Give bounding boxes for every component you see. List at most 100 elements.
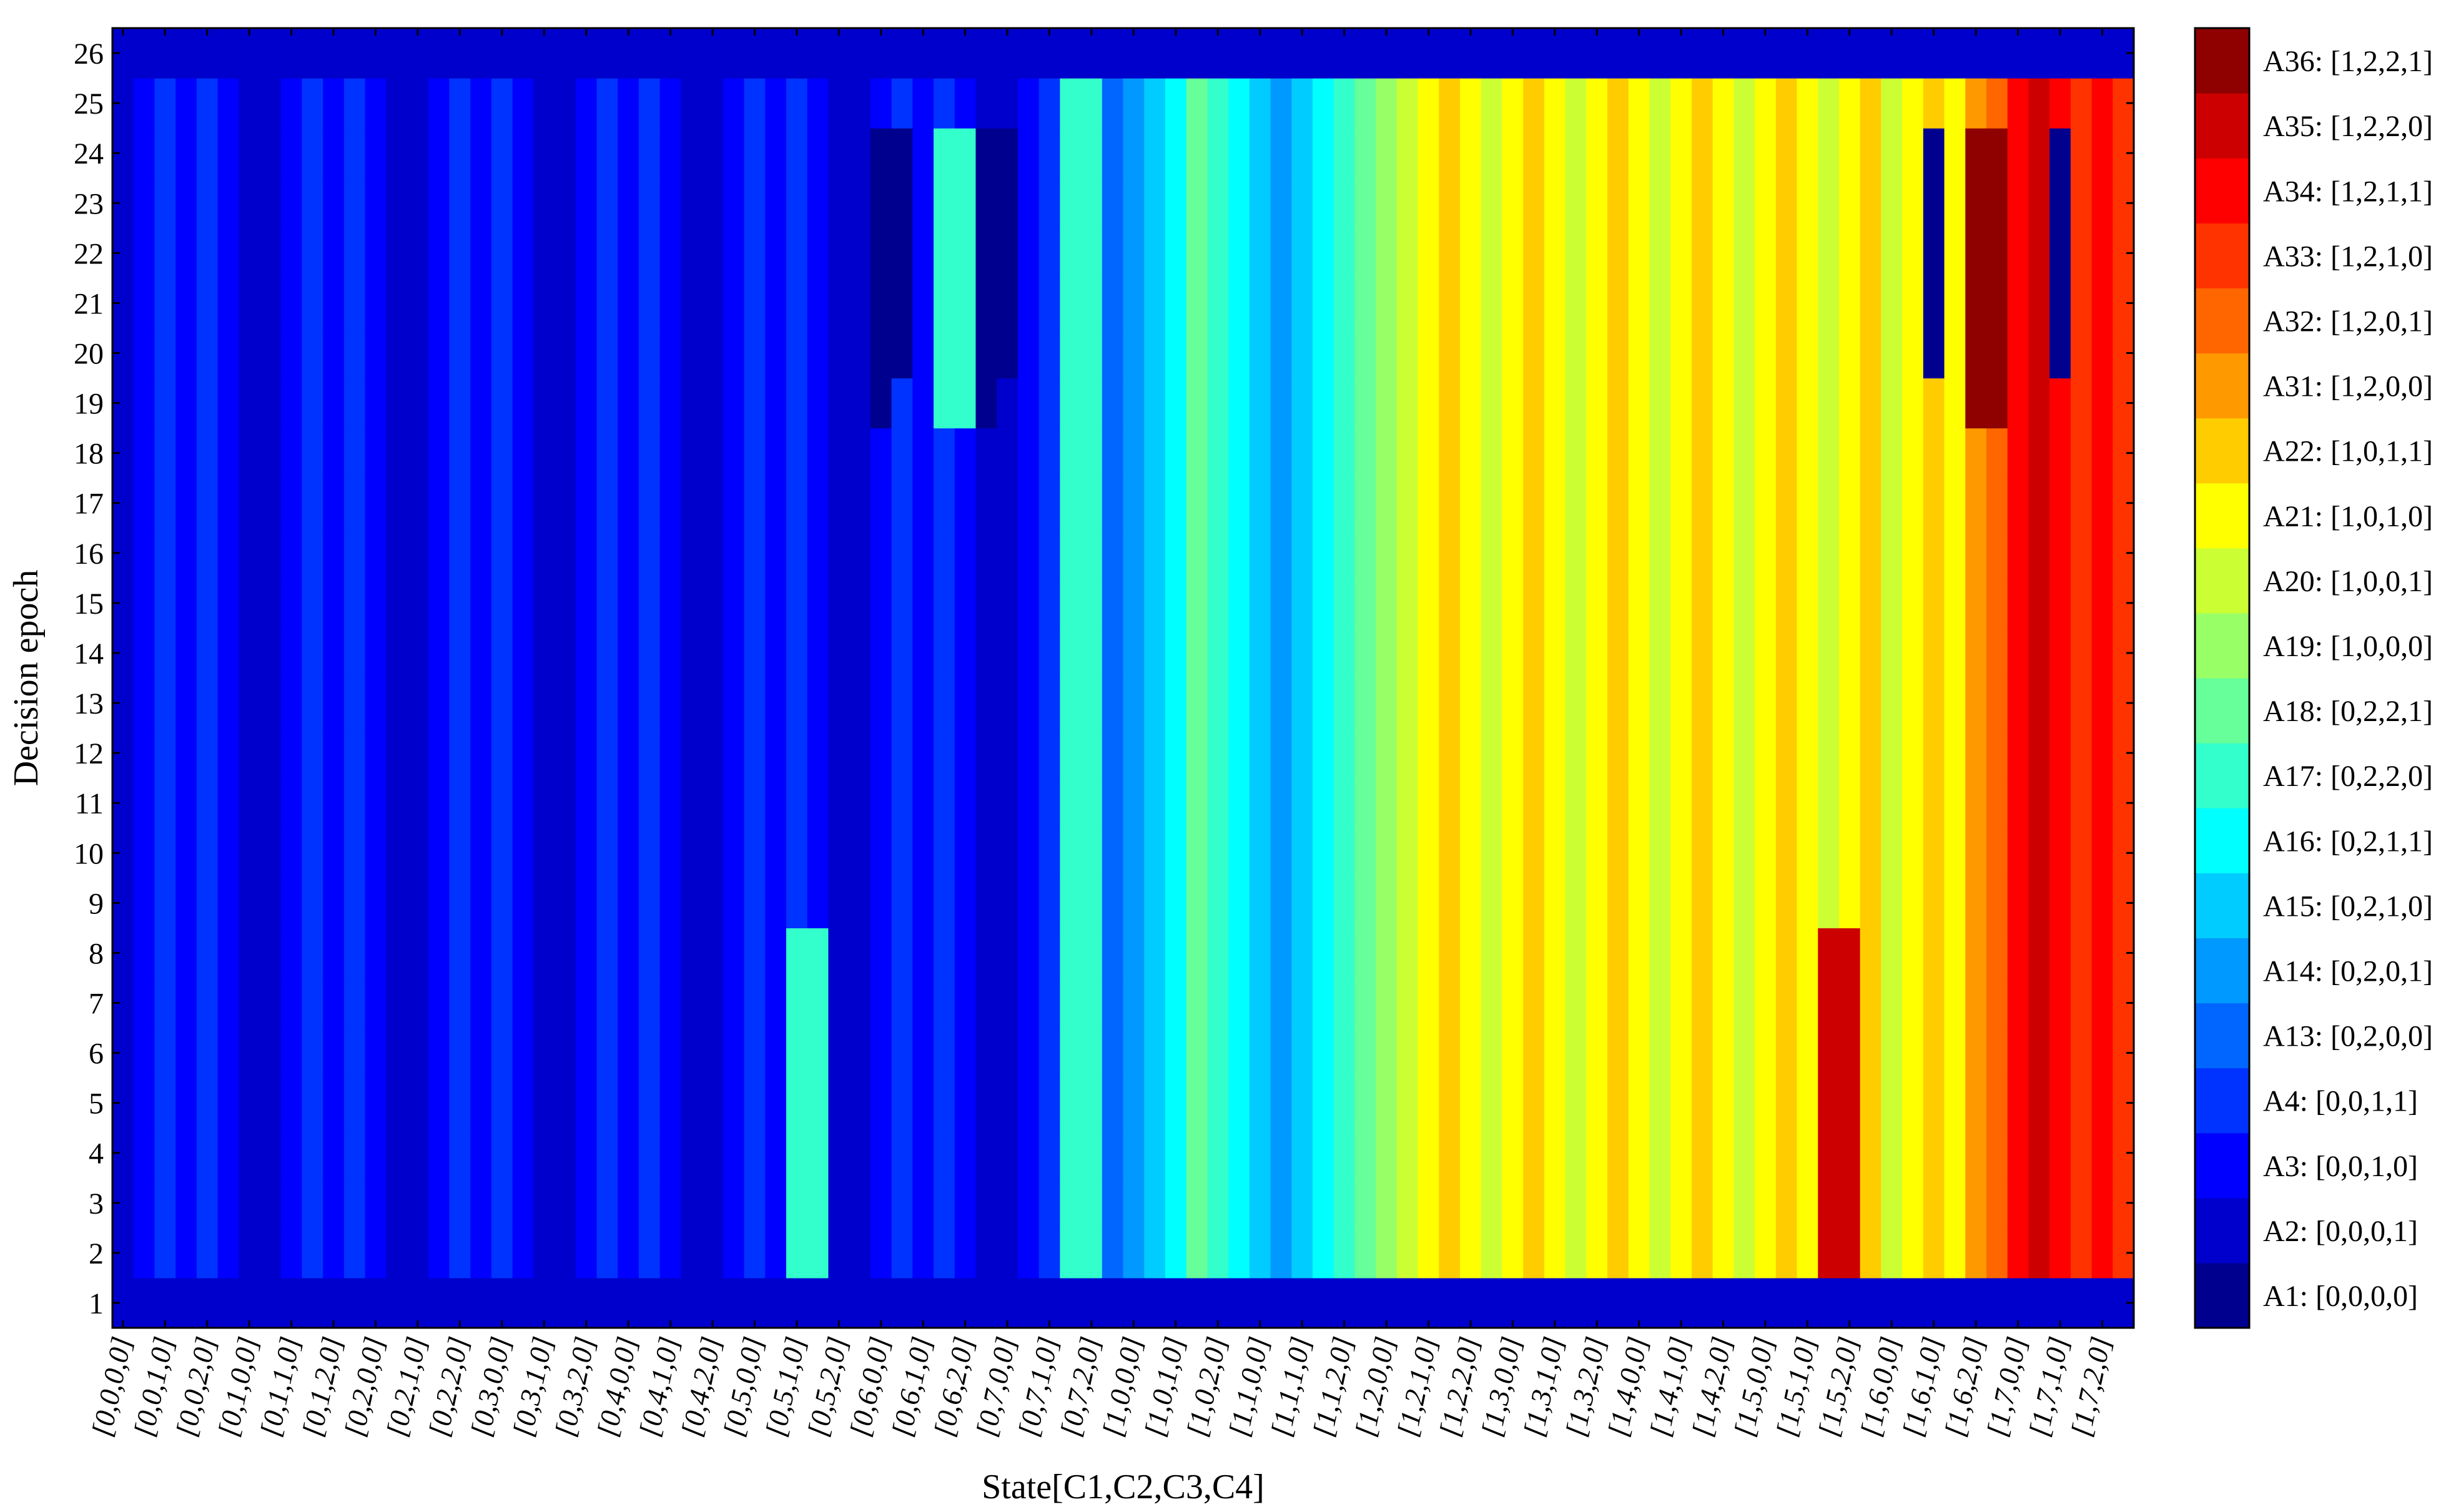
heatmap-cell [1838, 1127, 1861, 1179]
heatmap-cell [954, 178, 977, 228]
heatmap-cell [1670, 178, 1692, 228]
heatmap-cell [681, 1177, 703, 1229]
heatmap-cell [638, 828, 661, 878]
heatmap-cell [1291, 428, 1313, 479]
heatmap-cell [954, 278, 977, 329]
heatmap-cell [343, 878, 366, 928]
heatmap-cell [491, 278, 513, 329]
heatmap-cell [470, 1127, 492, 1179]
heatmap-cell [302, 428, 323, 479]
heatmap-cell [280, 678, 303, 729]
heatmap-cell [2028, 328, 2050, 379]
heatmap-cell [1838, 428, 1861, 479]
colorbar-swatch [2195, 288, 2249, 354]
heatmap-cell [491, 1078, 513, 1129]
colorbar-label: A19: [1,0,0,0] [2263, 630, 2433, 663]
heatmap-cell [386, 1227, 408, 1279]
heatmap-cell [302, 878, 323, 928]
heatmap-cell [1123, 1127, 1145, 1179]
heatmap-cell [1565, 678, 1587, 729]
heatmap-cell [828, 328, 850, 379]
heatmap-cell [1860, 728, 1882, 778]
heatmap-cell [638, 778, 661, 828]
heatmap-cell [302, 828, 323, 878]
heatmap-cell [1734, 1227, 1755, 1279]
heatmap-cell [1144, 228, 1166, 278]
heatmap-cell [723, 128, 745, 179]
heatmap-cell [449, 678, 471, 729]
heatmap-cell [1186, 328, 1208, 379]
heatmap-cell [512, 678, 534, 729]
heatmap-cell [175, 428, 197, 479]
heatmap-cell [1186, 1127, 1208, 1179]
heatmap-cell [2091, 1127, 2113, 1179]
heatmap-cell [1038, 478, 1060, 529]
heatmap-cell [1460, 378, 1482, 429]
heatmap-cell [786, 478, 808, 529]
heatmap-cell [1481, 627, 1503, 679]
heatmap-cell [280, 128, 303, 179]
heatmap-cell [1081, 178, 1103, 228]
heatmap-cell [1038, 178, 1060, 228]
heatmap-cell [1396, 28, 1419, 79]
heatmap-cell [428, 228, 450, 278]
heatmap-cell [1565, 128, 1587, 179]
heatmap-cell [1207, 928, 1229, 979]
heatmap-cell [1649, 378, 1671, 429]
heatmap-cell [807, 178, 829, 228]
heatmap-cell [217, 78, 239, 129]
heatmap-cell [1270, 627, 1292, 679]
heatmap-cell [1755, 378, 1777, 429]
heatmap-cell [975, 28, 997, 79]
heatmap-cell [1207, 1277, 1229, 1328]
heatmap-cell [512, 1277, 534, 1328]
heatmap-cell [1291, 828, 1313, 878]
heatmap-cell [196, 928, 219, 979]
heatmap-cell [1628, 428, 1650, 479]
heatmap-cell [1586, 178, 1608, 228]
heatmap-cell [175, 828, 197, 878]
heatmap-cell [1860, 1078, 1882, 1129]
heatmap-cell [449, 328, 471, 379]
heatmap-cell [1017, 1227, 1040, 1279]
heatmap-cell [470, 228, 492, 278]
heatmap-cell [1123, 78, 1145, 129]
heatmap-cell [1123, 778, 1145, 828]
heatmap-cell [1165, 478, 1187, 529]
heatmap-cell [1775, 228, 1798, 278]
colorbar-swatch [2195, 353, 2249, 419]
heatmap-cell [638, 178, 661, 228]
heatmap-cell [533, 728, 555, 778]
heatmap-cell [133, 928, 155, 979]
heatmap-cell [1670, 78, 1692, 129]
heatmap-cell [1376, 428, 1398, 479]
heatmap-cell [1017, 128, 1040, 179]
heatmap-cell [386, 278, 408, 329]
heatmap-cell [828, 678, 850, 729]
heatmap-cell [596, 428, 618, 479]
heatmap-cell [1944, 428, 1966, 479]
heatmap-cell [954, 627, 977, 679]
heatmap-cell [638, 1177, 661, 1229]
heatmap-cell [323, 728, 345, 778]
heatmap-cell [1691, 878, 1714, 928]
heatmap-cell [280, 478, 303, 529]
heatmap-cell [533, 1078, 555, 1129]
heatmap-cell [1523, 978, 1545, 1029]
heatmap-cell [512, 478, 534, 529]
heatmap-cell [1228, 128, 1250, 179]
heatmap-cell [533, 28, 555, 79]
heatmap-cell [997, 28, 1018, 79]
heatmap-cell [1376, 928, 1398, 979]
heatmap-cell [1396, 1277, 1419, 1328]
heatmap-cell [449, 228, 471, 278]
heatmap-cell [765, 78, 787, 129]
heatmap-cell [1186, 627, 1208, 679]
colorbar-label: A3: [0,0,1,0] [2263, 1150, 2418, 1183]
heatmap-cell [765, 28, 787, 79]
heatmap-cell [175, 1227, 197, 1279]
heatmap-cell [702, 1028, 724, 1079]
heatmap-cell [702, 378, 724, 429]
heatmap-cell [512, 1127, 534, 1179]
heatmap-cell [491, 1227, 513, 1279]
